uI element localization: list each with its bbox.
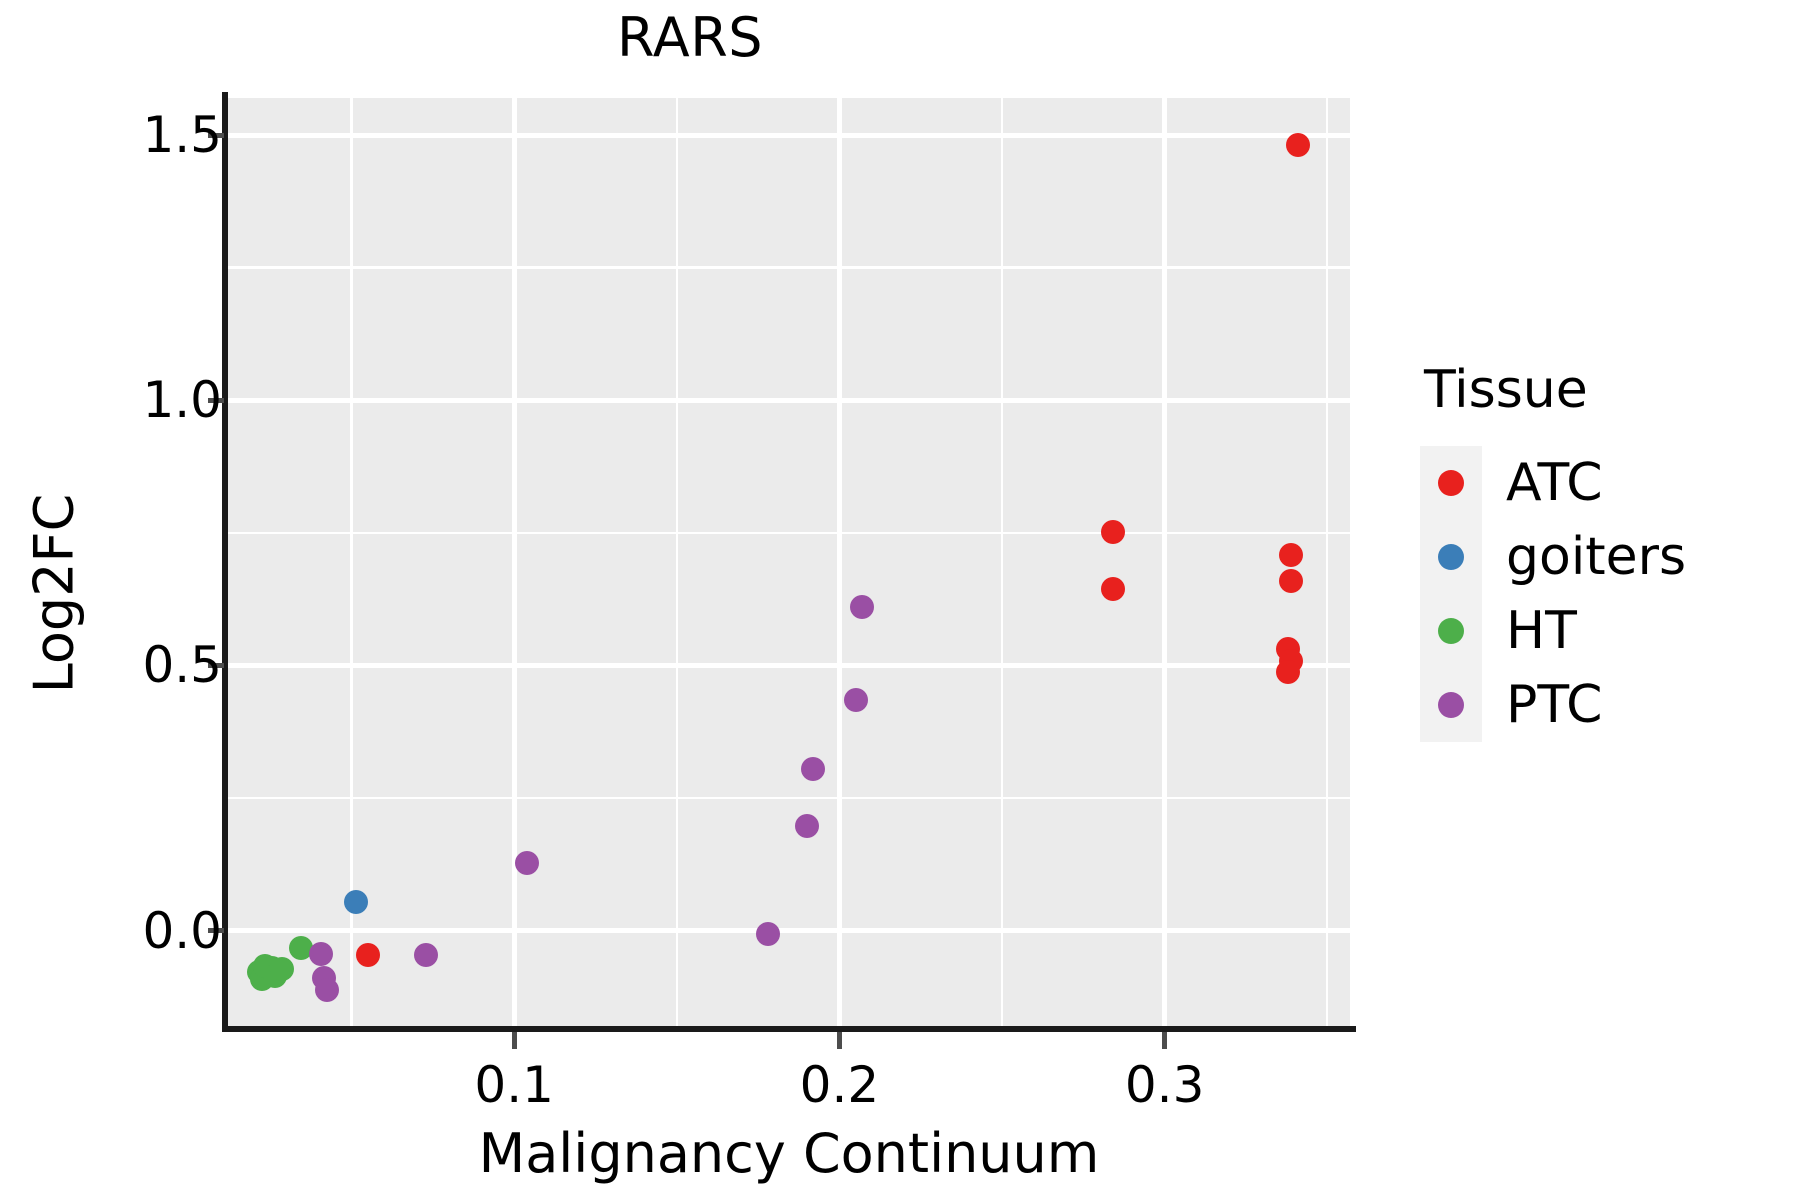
gridline-major-horizontal	[228, 132, 1350, 138]
legend-item-goiters[interactable]: goiters	[1420, 520, 1780, 594]
scatter-point-atc	[1100, 576, 1125, 601]
scatter-point-ptc	[801, 756, 826, 781]
plot-panel	[228, 98, 1350, 1026]
legend: Tissue ATC goiters HT PTC	[1420, 360, 1780, 742]
scatter-point-atc	[1276, 660, 1301, 685]
x-axis-tick-label: 0.2	[799, 1056, 880, 1114]
legend-key-swatch	[1420, 668, 1482, 742]
scatter-point-ptc	[308, 941, 333, 966]
gridline-major-vertical	[511, 98, 517, 1026]
legend-key-swatch	[1420, 520, 1482, 594]
x-axis-title: Malignancy Continuum	[478, 1122, 1100, 1185]
x-axis-line	[222, 1026, 1356, 1032]
gridline-minor-vertical	[1325, 98, 1329, 1026]
x-axis-tick	[1162, 1032, 1168, 1049]
gridline-major-horizontal	[228, 928, 1350, 934]
legend-dot-icon	[1438, 618, 1464, 644]
legend-key-swatch	[1420, 446, 1482, 520]
scatter-point-ptc	[315, 978, 340, 1003]
x-axis-tick	[836, 1032, 842, 1049]
gridline-minor-horizontal	[228, 531, 1350, 535]
gridline-major-vertical	[1162, 98, 1168, 1026]
legend-item-label: PTC	[1506, 675, 1603, 735]
scatter-point-ptc	[515, 850, 540, 875]
scatter-point-ptc	[850, 594, 875, 619]
gridline-minor-vertical	[675, 98, 679, 1026]
legend-item-atc[interactable]: ATC	[1420, 446, 1780, 520]
y-axis-tick	[208, 132, 224, 138]
gridline-minor-vertical	[1000, 98, 1004, 1026]
scatter-point-ptc	[794, 813, 819, 838]
legend-key-swatch	[1420, 594, 1482, 668]
legend-item-label: ATC	[1506, 453, 1603, 513]
y-axis-tick-label: 1.0	[142, 371, 222, 430]
legend-item-ht[interactable]: HT	[1420, 594, 1780, 668]
legend-item-label: HT	[1506, 601, 1577, 661]
scatter-point-ht	[269, 957, 294, 982]
y-axis-tick	[208, 662, 224, 668]
scatter-point-atc	[1100, 519, 1125, 544]
x-axis-tick-label: 0.3	[1124, 1056, 1205, 1114]
legend-title: Tissue	[1424, 360, 1588, 420]
gridline-major-vertical	[836, 98, 842, 1026]
y-axis-title: Log2FC	[22, 493, 86, 694]
y-axis-line	[222, 92, 228, 1032]
y-axis-tick	[208, 928, 224, 934]
scatter-point-atc	[1279, 569, 1304, 594]
gridline-minor-horizontal	[228, 796, 1350, 800]
legend-dot-icon	[1438, 692, 1464, 718]
legend-item-ptc[interactable]: PTC	[1420, 668, 1780, 742]
legend-entries: ATC goiters HT PTC	[1420, 446, 1780, 742]
chart-title: RARS	[616, 6, 764, 69]
x-axis-tick-label: 0.1	[474, 1056, 554, 1114]
y-axis-tick-label: 0.5	[142, 636, 222, 695]
gridline-minor-horizontal	[228, 266, 1350, 269]
legend-dot-icon	[1438, 544, 1464, 570]
scatter-point-ptc	[755, 922, 780, 947]
y-axis-tick-label: 1.5	[142, 106, 222, 165]
x-axis-tick	[511, 1032, 517, 1049]
scatter-point-atc	[355, 942, 380, 967]
gridline-major-horizontal	[228, 662, 1350, 668]
y-axis-tick-label: 0.0	[142, 901, 222, 960]
legend-dot-icon	[1438, 470, 1464, 496]
y-axis-tick	[208, 397, 224, 403]
legend-item-label: goiters	[1506, 527, 1687, 587]
scatter-point-atc	[1285, 133, 1310, 158]
scatter-point-ptc	[843, 688, 868, 713]
scatter-point-atc	[1279, 543, 1304, 568]
gridline-major-horizontal	[228, 397, 1350, 403]
gridline-minor-vertical	[350, 98, 353, 1026]
scatter-point-goiters	[344, 889, 369, 914]
scatter-point-ptc	[414, 942, 439, 967]
